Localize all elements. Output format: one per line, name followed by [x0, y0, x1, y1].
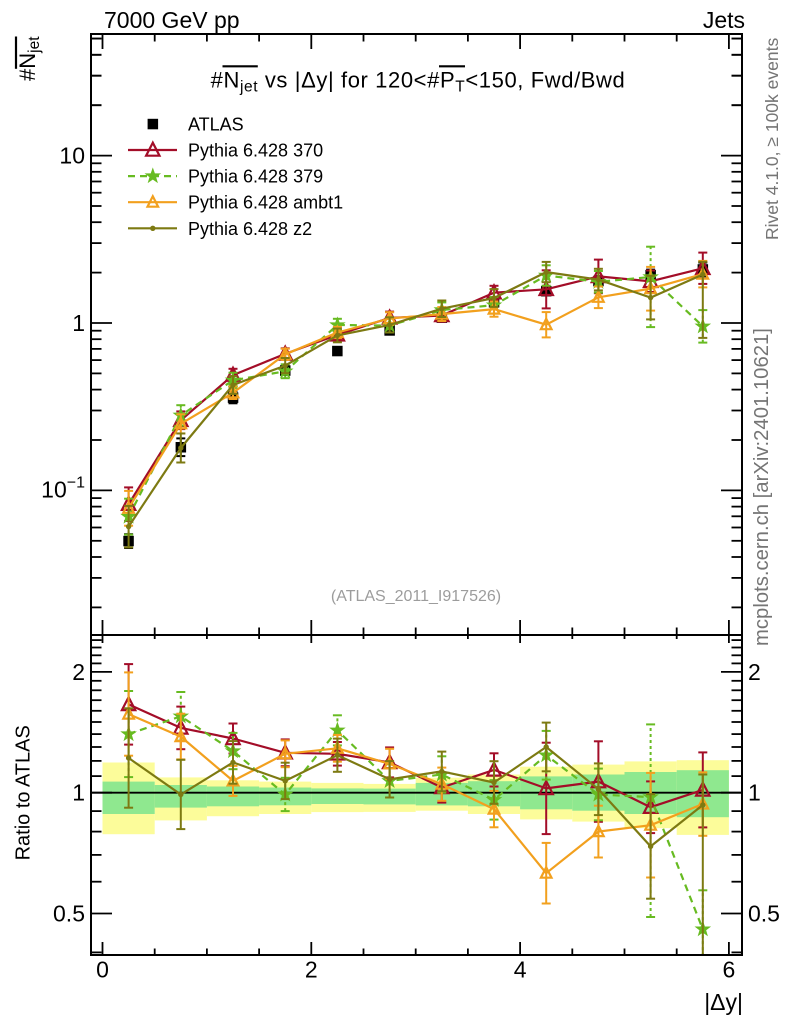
svg-text:7000 GeV pp: 7000 GeV pp	[104, 7, 240, 33]
svg-text:2: 2	[748, 659, 761, 685]
svg-text:Pythia 6.428 370: Pythia 6.428 370	[188, 141, 323, 161]
svg-text:Rivet 4.1.0, ≥ 100k events: Rivet 4.1.0, ≥ 100k events	[762, 38, 782, 240]
svg-text:10: 10	[59, 143, 85, 169]
svg-text:mcplots.cern.ch [arXiv:2401.10: mcplots.cern.ch [arXiv:2401.10621]	[751, 328, 773, 646]
svg-text:1: 1	[72, 780, 85, 806]
svg-text:Jets: Jets	[703, 7, 745, 33]
svg-text:10−1: 10−1	[41, 474, 85, 502]
svg-text:0: 0	[96, 957, 109, 983]
svg-text:|Δy|: |Δy|	[704, 989, 743, 1015]
svg-text:2: 2	[305, 957, 318, 983]
svg-text:0.5: 0.5	[748, 901, 780, 927]
svg-text:(ATLAS_2011_I917526): (ATLAS_2011_I917526)	[331, 588, 501, 605]
svg-text:2: 2	[72, 659, 85, 685]
svg-text:0.5: 0.5	[53, 901, 85, 927]
svg-text:4: 4	[514, 957, 527, 983]
svg-text:Pythia 6.428 ambt1: Pythia 6.428 ambt1	[188, 193, 343, 213]
svg-text:1: 1	[748, 780, 761, 806]
svg-text:ATLAS: ATLAS	[188, 115, 244, 135]
svg-text:1: 1	[72, 310, 85, 336]
svg-text:Ratio to ATLAS: Ratio to ATLAS	[13, 725, 35, 860]
svg-text:6: 6	[723, 957, 736, 983]
svg-text:Pythia 6.428 379: Pythia 6.428 379	[188, 167, 323, 187]
svg-text:#Njet vs |Δy| for 120<#PT<150,: #Njet vs |Δy| for 120<#PT<150, Fwd/Bwd	[211, 68, 626, 96]
svg-text:Pythia 6.428 z2: Pythia 6.428 z2	[188, 219, 312, 239]
